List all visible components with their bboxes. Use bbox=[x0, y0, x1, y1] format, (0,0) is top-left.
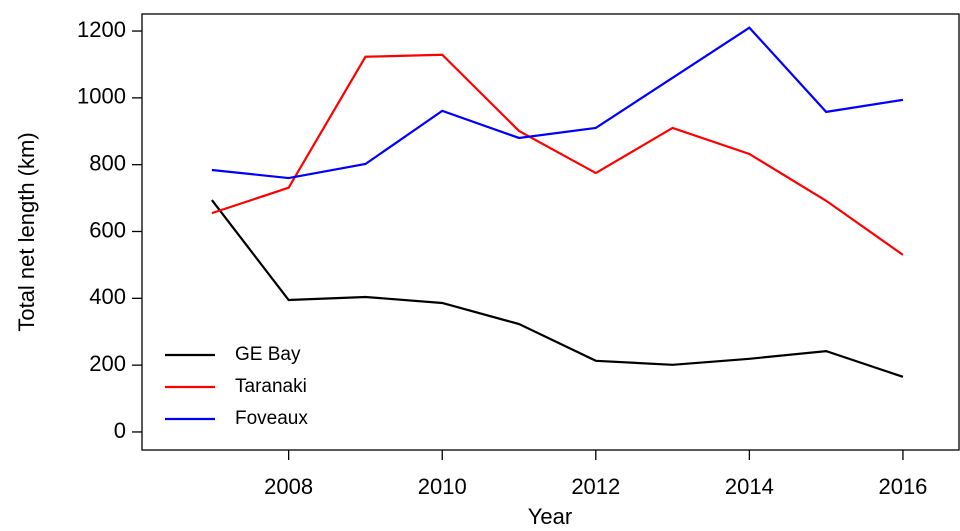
x-tick-label: 2010 bbox=[418, 474, 467, 499]
y-tick-label: 1200 bbox=[77, 17, 126, 42]
legend-label: Foveaux bbox=[235, 408, 308, 429]
x-tick-label: 2008 bbox=[264, 474, 313, 499]
x-tick-label: 2016 bbox=[878, 474, 927, 499]
y-tick-label: 200 bbox=[89, 351, 126, 376]
y-tick-label: 400 bbox=[89, 284, 126, 309]
x-tick-label: 2014 bbox=[725, 474, 774, 499]
y-tick-label: 600 bbox=[89, 217, 126, 242]
legend-label: Taranaki bbox=[235, 376, 307, 397]
y-tick-label: 0 bbox=[114, 418, 126, 443]
line bbox=[211, 199, 904, 378]
y-tick-label: 800 bbox=[89, 150, 126, 175]
line bbox=[211, 26, 904, 180]
x-tick-label: 2012 bbox=[571, 474, 620, 499]
y-tick-label: 1000 bbox=[77, 84, 126, 109]
line bbox=[211, 53, 904, 256]
legend-label: GE Bay bbox=[235, 344, 301, 365]
y-axis-label: Total net length (km) bbox=[14, 132, 39, 331]
x-axis-label: Year bbox=[528, 504, 572, 529]
